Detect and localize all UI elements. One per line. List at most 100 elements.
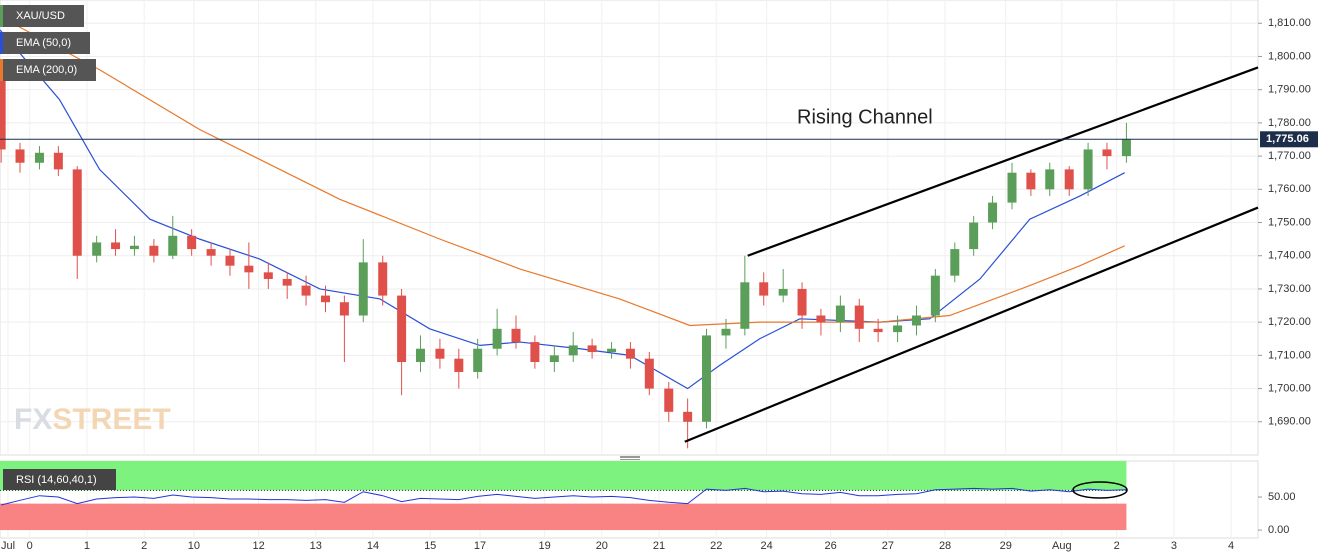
- candle-body: [1102, 149, 1112, 157]
- rsi-oversold-zone: [0, 503, 1127, 531]
- channel-line: [747, 66, 1259, 257]
- candle-body: [473, 348, 483, 372]
- candle-body: [1045, 169, 1055, 190]
- price-panel: [0, 0, 1259, 456]
- candle-body: [321, 295, 331, 303]
- candle-body: [893, 325, 903, 333]
- y-tick-label: 1,740.00: [1268, 250, 1311, 262]
- x-tick-label: 28: [939, 540, 951, 552]
- y-tick-label: 1,690.00: [1268, 416, 1311, 428]
- candle-body: [53, 152, 63, 170]
- y-tick-label: 1,780.00: [1268, 117, 1311, 129]
- candle-body: [149, 245, 159, 256]
- x-tick-label: 2: [1114, 540, 1120, 552]
- candle-body: [1121, 139, 1131, 157]
- candle-body: [644, 358, 654, 389]
- x-tick-label: 22: [710, 540, 722, 552]
- x-tick-label: 24: [760, 540, 772, 552]
- legend-swatch: [0, 59, 3, 81]
- candle-body: [1064, 169, 1074, 190]
- x-tick-label: 21: [653, 540, 665, 552]
- candle-body: [0, 73, 6, 150]
- legend-swatch: [0, 5, 3, 27]
- candle-body: [454, 358, 464, 372]
- x-tick-label: 15: [424, 540, 436, 552]
- candle-body: [129, 245, 139, 250]
- highlight-ellipse: [1072, 481, 1128, 499]
- resize-handle: [620, 459, 640, 460]
- candle-body: [92, 242, 102, 256]
- candle-body: [988, 202, 998, 223]
- candle-body: [759, 282, 769, 296]
- candle-body: [549, 355, 559, 363]
- annotation: Rising Channel: [797, 106, 933, 128]
- candle-body: [587, 345, 597, 353]
- x-tick-label: 19: [538, 540, 550, 552]
- legend-rsi: RSI (14,60,40,1): [16, 474, 97, 486]
- candle-body: [664, 388, 674, 412]
- y-tick-label: 1,700.00: [1268, 382, 1311, 394]
- candle-body: [72, 169, 82, 256]
- legend-box: [3, 469, 116, 490]
- watermark: FXSTREET: [14, 403, 171, 436]
- y-tick-label: 1,810.00: [1268, 17, 1311, 29]
- candle-body: [301, 285, 311, 296]
- y-tick-label: 1,760.00: [1268, 183, 1311, 195]
- resize-handle[interactable]: [620, 456, 640, 458]
- candle-body: [702, 335, 712, 422]
- candle-body: [34, 152, 44, 163]
- x-tick-label: 26: [825, 540, 837, 552]
- rsi-line: [1, 487, 1127, 506]
- candle-body: [911, 315, 921, 326]
- x-tick-label: Jul: [1, 540, 15, 552]
- candle-body: [873, 328, 883, 333]
- candle-body: [187, 235, 197, 250]
- candle-body: [740, 282, 750, 329]
- candle-body: [339, 302, 349, 316]
- candle-body: [854, 305, 864, 329]
- current-price-box: [1260, 131, 1318, 148]
- candle-body: [435, 348, 445, 359]
- x-tick-label: 2: [141, 540, 147, 552]
- x-tick-label: Aug: [1052, 540, 1072, 552]
- y-tick-label: 1,750.00: [1268, 216, 1311, 228]
- y-tick-label: 1,710.00: [1268, 349, 1311, 361]
- legend-label: EMA (200,0): [16, 64, 77, 76]
- y-tick-label: 1,720.00: [1268, 316, 1311, 328]
- x-tick-label: 0: [27, 540, 33, 552]
- y-tick-label: 1,800.00: [1268, 50, 1311, 62]
- x-tick-label: 13: [310, 540, 322, 552]
- candle-body: [378, 262, 388, 296]
- rsi-tick-label: 0.00: [1268, 524, 1289, 536]
- y-tick-label: 1,770.00: [1268, 150, 1311, 162]
- candle-body: [930, 275, 940, 316]
- candle-body: [225, 255, 235, 266]
- candle-body: [625, 348, 635, 359]
- candle-body: [358, 262, 368, 316]
- y-tick-label: 1,730.00: [1268, 283, 1311, 295]
- x-tick-label: 1: [84, 540, 90, 552]
- x-tick-label: 17: [474, 540, 486, 552]
- candle-body: [607, 348, 617, 353]
- x-tick-label: 4: [1228, 540, 1234, 552]
- candle-body: [244, 265, 254, 273]
- rsi-overbought-zone: [0, 461, 1127, 491]
- watermark-street: STREET: [52, 403, 170, 436]
- candle-body: [415, 348, 425, 363]
- rsi-tick-label: 50.00: [1268, 491, 1296, 503]
- candle-body: [511, 328, 521, 343]
- x-tick-label: 14: [367, 540, 379, 552]
- candle-body: [1007, 172, 1017, 203]
- candle-body: [950, 249, 960, 276]
- candle-body: [816, 315, 826, 323]
- candle-body: [568, 345, 578, 356]
- candle-body: [492, 328, 502, 349]
- legend-box: [0, 32, 90, 54]
- candle-body: [683, 411, 693, 422]
- x-tick-label: 12: [252, 540, 264, 552]
- candle-body: [168, 235, 178, 256]
- y-tick-label: 1,790.00: [1268, 84, 1311, 96]
- legend-symbol: XAU/USD: [16, 10, 65, 22]
- candle-body: [1026, 172, 1036, 190]
